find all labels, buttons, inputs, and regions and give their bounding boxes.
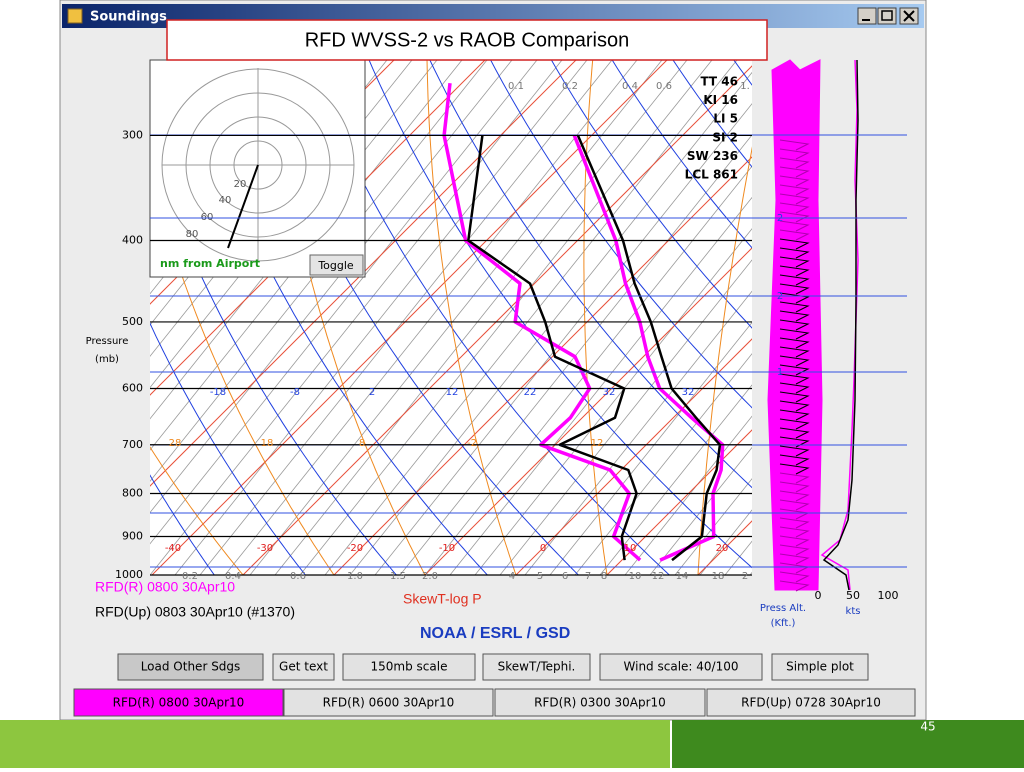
mixing-ratio-label: 8: [601, 571, 607, 582]
pressure-tick-label: 500: [122, 315, 143, 328]
isotherm: [971, 54, 1024, 575]
ring-label: 20: [234, 179, 247, 190]
pressure-tick-label: 900: [122, 530, 143, 543]
pressure-tick-label: 700: [122, 438, 143, 451]
footer-bar-right: [672, 720, 1024, 768]
mixing-ratio-label: 5: [537, 571, 543, 582]
pressure-axis-unit: (mb): [95, 354, 119, 365]
legend-entry: RFD(Up) 0803 30Apr10 (#1370): [95, 604, 295, 620]
speed-unit: kts: [846, 606, 861, 617]
button-label: Get text: [279, 660, 328, 674]
dry-adiabat: [1018, 38, 1024, 575]
ring-label: 40: [219, 195, 232, 206]
dry-adiabat-label: 2: [369, 387, 375, 398]
page-number: 45: [920, 720, 935, 734]
dry-adiabat-label: 22: [524, 387, 537, 398]
stability-index: SW 236: [687, 149, 738, 163]
stability-index: LI 5: [713, 112, 738, 126]
stability-index: SI 2: [712, 130, 738, 144]
mixing-ratio-label: 1.: [740, 81, 750, 92]
pressure-tick-label: 600: [122, 381, 143, 394]
isotherm-label: -30: [257, 543, 273, 554]
stability-index: LCL 861: [685, 168, 738, 182]
speed-tick-label: 0: [815, 589, 822, 602]
isotherm-label: -10: [439, 543, 455, 554]
slide-title: RFD WVSS-2 vs RAOB Comparison: [305, 29, 630, 51]
isotherm-label: 10: [624, 543, 637, 554]
mixing-ratio-label: 12: [652, 571, 665, 582]
alt-label: Press Alt.: [760, 603, 806, 614]
hodograph-caption: nm from Airport: [160, 257, 260, 270]
pressure-tick-label: 800: [122, 487, 143, 500]
mixing-ratio-label: 6: [562, 571, 568, 582]
tab-label: RFD(R) 0300 30Apr10: [534, 696, 666, 710]
mixing-ratio-label: 0.4: [622, 81, 638, 92]
pressure-axis-label: Pressure: [86, 336, 129, 347]
mixing-ratio-label: 2: [742, 571, 748, 582]
dry-adiabat-label: 32: [682, 387, 695, 398]
credit: NOAA / ESRL / GSD: [420, 625, 570, 642]
app-icon: [68, 9, 82, 23]
pressure-tick-label: 400: [122, 233, 143, 246]
window-controls: [858, 8, 918, 24]
window-title: Soundings: [90, 10, 167, 25]
moist-adiabat-label: 28: [169, 438, 182, 449]
footer-bar-left: [0, 720, 670, 768]
mixing-ratio-label: 1.5: [390, 571, 406, 582]
tab-label: RFD(R) 0800 30Apr10: [113, 696, 245, 710]
dry-adiabat: [958, 38, 1024, 575]
hatch-line: [0, 60, 37, 575]
mixing-ratio-label: 7: [585, 571, 591, 582]
speed-tick-label: 100: [878, 589, 899, 602]
mixing-ratio-label: 2.0: [422, 571, 438, 582]
isotherm-label: 20: [716, 543, 729, 554]
button-label: 150mb scale: [371, 660, 448, 674]
wind-barb-band: [768, 60, 822, 590]
hatch-line: [0, 60, 12, 575]
button-label: Wind scale: 40/100: [624, 660, 739, 674]
ring-label: 80: [186, 229, 199, 240]
mixing-ratio-label: 1.0: [347, 571, 363, 582]
stability-index: KI 16: [703, 93, 738, 107]
moist-adiabat-label: 12: [591, 438, 604, 449]
dry-adiabat-label: -18: [210, 387, 226, 398]
isotherm-label: 0: [540, 543, 546, 554]
mixing-ratio-label: 0.6: [656, 81, 672, 92]
legend-entry: RFD(R) 0800 30Apr10: [95, 579, 235, 595]
moist-adiabat-label: 18: [261, 438, 274, 449]
moist-adiabat-label: 8: [359, 438, 365, 449]
isotherm-label: -40: [165, 543, 181, 554]
tab-label: RFD(R) 0600 30Apr10: [323, 696, 455, 710]
dry-adiabat-label: 12: [446, 387, 459, 398]
isotherm-label: -20: [347, 543, 363, 554]
button-label: SkewT/Tephi.: [498, 660, 576, 674]
dry-adiabat-label: 32: [603, 387, 616, 398]
mixing-ratio-label: 14: [676, 571, 689, 582]
minimize-button[interactable]: [858, 8, 876, 24]
isotherm: [0, 54, 36, 575]
pressure-tick-label: 300: [122, 128, 143, 141]
moist-adiabat-label: -2: [467, 438, 477, 449]
stability-index: TT 46: [700, 75, 738, 89]
mixing-ratio-label: 10: [629, 571, 642, 582]
toggle-label: Toggle: [317, 259, 354, 272]
mixing-ratio-label: 0.2: [562, 81, 578, 92]
button-label: Simple plot: [786, 660, 854, 674]
mixing-ratio-label: 0.1: [508, 81, 524, 92]
button-label: Load Other Sdgs: [141, 660, 241, 674]
mixing-ratio-label: 4: [509, 571, 515, 582]
hatch-line: [0, 60, 62, 575]
tab-label: RFD(Up) 0728 30Apr10: [741, 696, 881, 710]
speed-tick-label: 50: [846, 589, 860, 602]
alt-unit: (Kft.): [771, 618, 796, 629]
plot-label: SkewT-log P: [403, 591, 482, 607]
mixing-ratio-label: 0.6: [290, 571, 306, 582]
mixing-ratio-label: 18: [712, 571, 725, 582]
dry-adiabat-label: -8: [290, 387, 300, 398]
